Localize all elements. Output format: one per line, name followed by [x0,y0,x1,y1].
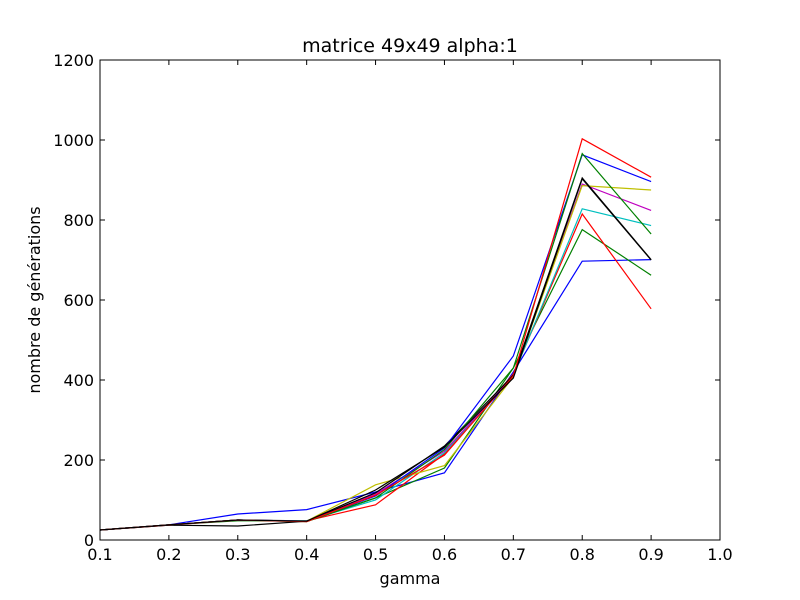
x-tick-label: 1.0 [707,545,732,564]
y-tick-label: 400 [63,371,94,390]
x-tick-label: 0.7 [501,545,526,564]
x-axis-label: gamma [380,569,441,588]
series-line-11 [99,177,652,531]
series-line-5 [99,183,652,531]
y-axis: 0 200 400 600 800 1000 1200 [53,51,720,550]
y-axis-label: nombre de générations [25,206,44,393]
series-line-1 [99,259,652,531]
series-line-6 [99,184,652,531]
x-axis: 0.1 0.2 0.3 0.4 0.5 0.6 0.7 0.8 0.9 1.0 [87,60,733,564]
series-line-7 [99,176,652,531]
x-tick-label: 0.2 [156,545,181,564]
y-tick-label: 600 [63,291,94,310]
x-tick-label: 0.8 [569,545,594,564]
series-lines [99,137,652,531]
y-tick-label: 1200 [53,51,94,70]
y-tick-label: 800 [63,211,94,230]
y-tick-label: 1000 [53,131,94,150]
chart-title: matrice 49x49 alpha:1 [302,35,518,57]
x-tick-label: 0.9 [638,545,663,564]
x-tick-label: 0.6 [432,545,457,564]
y-tick-label: 0 [84,531,94,550]
x-tick-label: 0.3 [225,545,250,564]
series-line-8 [99,154,652,531]
x-tick-label: 0.4 [294,545,319,564]
series-line-9 [99,152,652,531]
series-line-3 [99,212,652,531]
y-tick-label: 200 [63,451,94,470]
x-tick-label: 0.1 [87,545,112,564]
x-tick-label: 0.5 [363,545,388,564]
